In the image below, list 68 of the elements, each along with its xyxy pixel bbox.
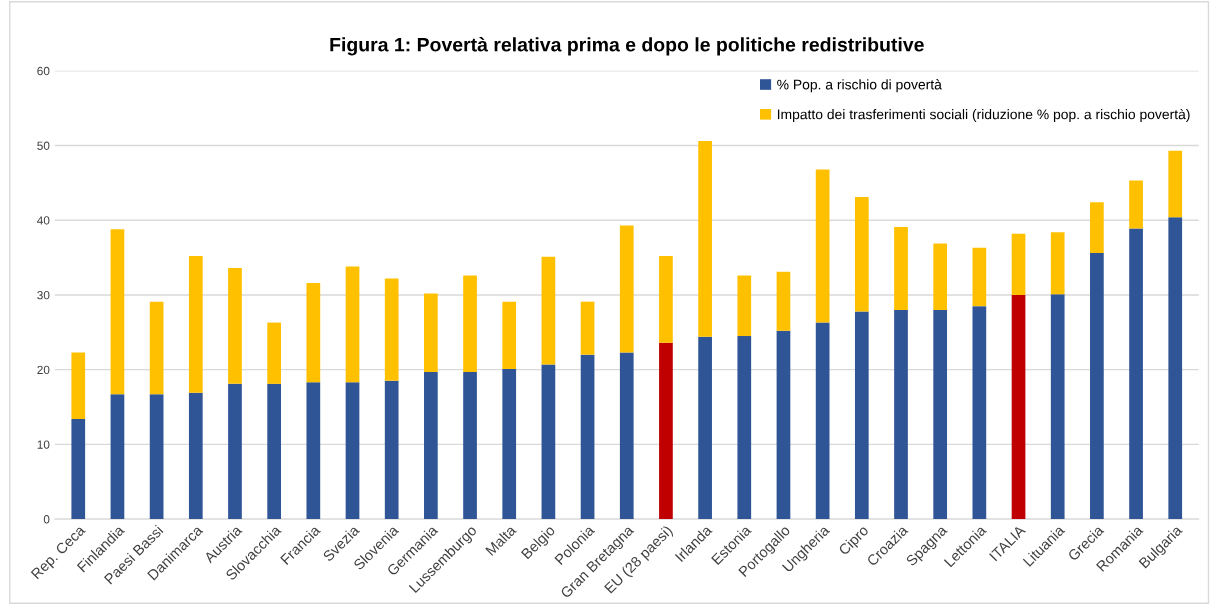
bar (463, 275, 477, 372)
bar (776, 330, 791, 520)
bar (306, 282, 321, 383)
bar (267, 322, 282, 384)
bar (972, 247, 987, 307)
bar (1168, 217, 1183, 520)
bar (149, 394, 164, 520)
bar (228, 383, 242, 520)
bar (894, 309, 908, 520)
bar (933, 309, 948, 520)
bar (659, 256, 673, 343)
bar (228, 268, 242, 384)
bar (737, 275, 752, 337)
bar (1011, 294, 1026, 520)
y-tick-label: 50 (37, 141, 50, 150)
bar (384, 380, 399, 520)
bar (698, 141, 712, 337)
bar (1050, 232, 1065, 295)
bar (71, 352, 86, 419)
legend-label: Impatto dei trasferimenti sociali (riduzione % pop. a rischio povertà) (777, 108, 1190, 122)
bar (619, 352, 634, 520)
bar (1168, 150, 1183, 218)
bar (854, 311, 869, 520)
bar (110, 229, 125, 395)
bar (854, 197, 869, 312)
bar (149, 301, 164, 395)
bar (463, 371, 477, 520)
y-tick-label: 60 (37, 66, 50, 76)
bar (1129, 228, 1143, 520)
bar (267, 383, 282, 520)
bar (737, 336, 752, 520)
bar (972, 306, 987, 520)
bar (933, 243, 948, 310)
bar (424, 293, 438, 372)
bar (188, 256, 203, 393)
bar (1011, 233, 1026, 295)
bar (541, 256, 556, 365)
bar (188, 392, 203, 520)
bar (306, 382, 321, 520)
bar (502, 301, 517, 369)
bar (1090, 202, 1104, 254)
y-tick-label: 10 (37, 440, 50, 449)
bar (815, 169, 830, 323)
bar (1050, 294, 1065, 520)
bar (1090, 253, 1104, 520)
bar (424, 371, 438, 520)
y-tick-label: 30 (37, 290, 50, 300)
bar (541, 364, 556, 520)
y-tick-label: 40 (37, 216, 50, 225)
bar (502, 368, 517, 520)
y-tick-label: 20 (37, 365, 50, 375)
bar (1129, 180, 1143, 229)
bar (659, 342, 673, 520)
legend-label: % Pop. a rischio di povertà (777, 79, 942, 93)
bar (71, 418, 86, 520)
bar (580, 301, 595, 355)
bar (815, 322, 830, 520)
y-tick-label: 0 (43, 515, 50, 524)
bar (776, 271, 791, 331)
bar (345, 382, 360, 520)
bar (345, 266, 360, 383)
bar (698, 336, 712, 520)
bar (384, 278, 399, 381)
bar (894, 226, 908, 310)
bar (619, 225, 634, 353)
bar (580, 354, 595, 520)
chart-title: Figura 1: Povertà relativa prima e dopo le politiche redistributive (330, 37, 924, 56)
bar (110, 394, 125, 520)
